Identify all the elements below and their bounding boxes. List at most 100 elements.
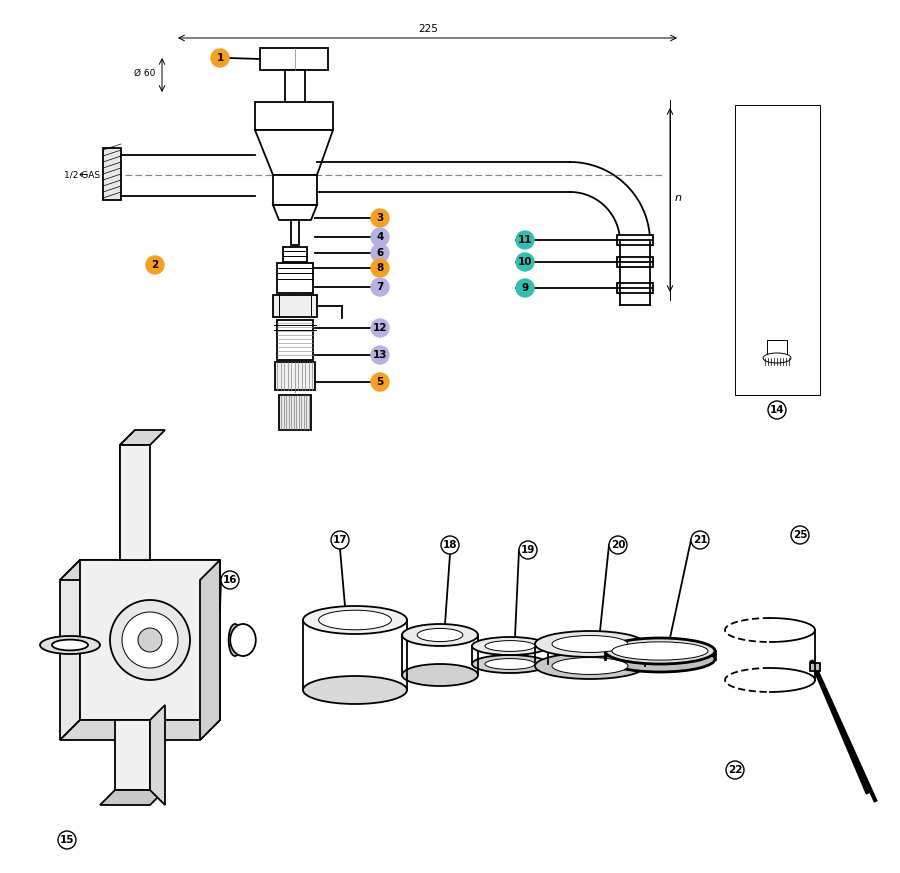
Circle shape	[516, 253, 534, 271]
Ellipse shape	[485, 658, 535, 670]
Circle shape	[609, 536, 627, 554]
Bar	[273, 175, 317, 205]
Text: 13: 13	[373, 350, 387, 360]
Bar	[260, 48, 328, 70]
Circle shape	[371, 244, 389, 262]
Ellipse shape	[612, 642, 708, 660]
Bar	[735, 105, 820, 395]
Bar	[810, 663, 820, 671]
Text: 7: 7	[376, 282, 383, 292]
Bar	[275, 362, 315, 390]
Circle shape	[519, 541, 537, 559]
Polygon shape	[60, 720, 220, 740]
Bar	[617, 257, 653, 267]
Text: 225: 225	[418, 24, 438, 34]
Ellipse shape	[472, 637, 548, 655]
Circle shape	[791, 526, 809, 544]
Circle shape	[371, 319, 389, 337]
Bar	[285, 70, 305, 130]
Circle shape	[158, 621, 162, 625]
Circle shape	[371, 209, 389, 227]
Ellipse shape	[303, 606, 407, 634]
Polygon shape	[150, 705, 165, 805]
Polygon shape	[120, 430, 165, 445]
Circle shape	[441, 536, 459, 554]
Circle shape	[158, 656, 162, 659]
Text: 1: 1	[216, 53, 223, 63]
Text: 19: 19	[521, 545, 535, 555]
Circle shape	[211, 49, 229, 67]
Bar	[273, 295, 317, 317]
Text: 3: 3	[376, 213, 383, 223]
Text: 18: 18	[443, 540, 457, 550]
Polygon shape	[273, 205, 317, 220]
Ellipse shape	[402, 624, 478, 646]
Circle shape	[331, 531, 349, 549]
Text: ←: ←	[78, 170, 88, 180]
Text: 10: 10	[518, 257, 532, 267]
Text: 5: 5	[376, 377, 383, 387]
Polygon shape	[60, 560, 80, 740]
Ellipse shape	[319, 610, 392, 629]
Ellipse shape	[605, 646, 715, 672]
Circle shape	[516, 231, 534, 249]
Bar	[277, 263, 313, 293]
Ellipse shape	[535, 653, 645, 679]
Text: 11: 11	[518, 235, 532, 245]
Circle shape	[168, 638, 172, 642]
Circle shape	[691, 531, 709, 549]
Ellipse shape	[229, 624, 241, 656]
Ellipse shape	[552, 636, 628, 652]
Ellipse shape	[418, 629, 463, 642]
Ellipse shape	[605, 638, 715, 664]
Bar	[617, 235, 653, 245]
Text: 21: 21	[693, 535, 707, 545]
Bar	[617, 283, 653, 293]
Ellipse shape	[138, 628, 162, 652]
Polygon shape	[120, 445, 150, 560]
Text: 6: 6	[376, 248, 383, 258]
Polygon shape	[120, 430, 135, 560]
Polygon shape	[60, 560, 220, 580]
Circle shape	[221, 571, 239, 589]
Text: 22: 22	[728, 765, 742, 775]
Circle shape	[371, 346, 389, 364]
Circle shape	[138, 621, 142, 625]
Ellipse shape	[122, 612, 178, 668]
Text: 14: 14	[770, 405, 784, 415]
Circle shape	[146, 256, 164, 274]
Text: n: n	[675, 193, 682, 203]
Text: 2: 2	[151, 260, 158, 270]
Bar	[103, 148, 121, 200]
Ellipse shape	[230, 624, 256, 656]
Text: 25: 25	[793, 530, 807, 540]
Text: 4: 4	[376, 232, 383, 242]
Ellipse shape	[110, 600, 190, 680]
Circle shape	[128, 638, 132, 642]
Ellipse shape	[763, 353, 791, 363]
Text: 17: 17	[333, 535, 347, 545]
Bar	[291, 220, 299, 245]
Bar	[255, 102, 333, 130]
Polygon shape	[255, 130, 333, 175]
Ellipse shape	[535, 631, 645, 657]
Circle shape	[516, 279, 534, 297]
Ellipse shape	[52, 640, 88, 650]
Ellipse shape	[552, 657, 628, 675]
Circle shape	[768, 401, 786, 419]
Circle shape	[371, 373, 389, 391]
Text: Ø 60: Ø 60	[133, 68, 155, 78]
Text: 15: 15	[59, 835, 74, 845]
Circle shape	[371, 228, 389, 246]
Circle shape	[726, 761, 744, 779]
Bar	[283, 247, 307, 262]
Ellipse shape	[402, 664, 478, 686]
Bar	[277, 320, 313, 360]
Ellipse shape	[472, 655, 548, 673]
Circle shape	[371, 259, 389, 277]
Ellipse shape	[40, 636, 100, 654]
Circle shape	[58, 831, 76, 849]
Text: 12: 12	[373, 323, 387, 333]
Ellipse shape	[303, 676, 407, 704]
Bar	[279, 395, 311, 430]
